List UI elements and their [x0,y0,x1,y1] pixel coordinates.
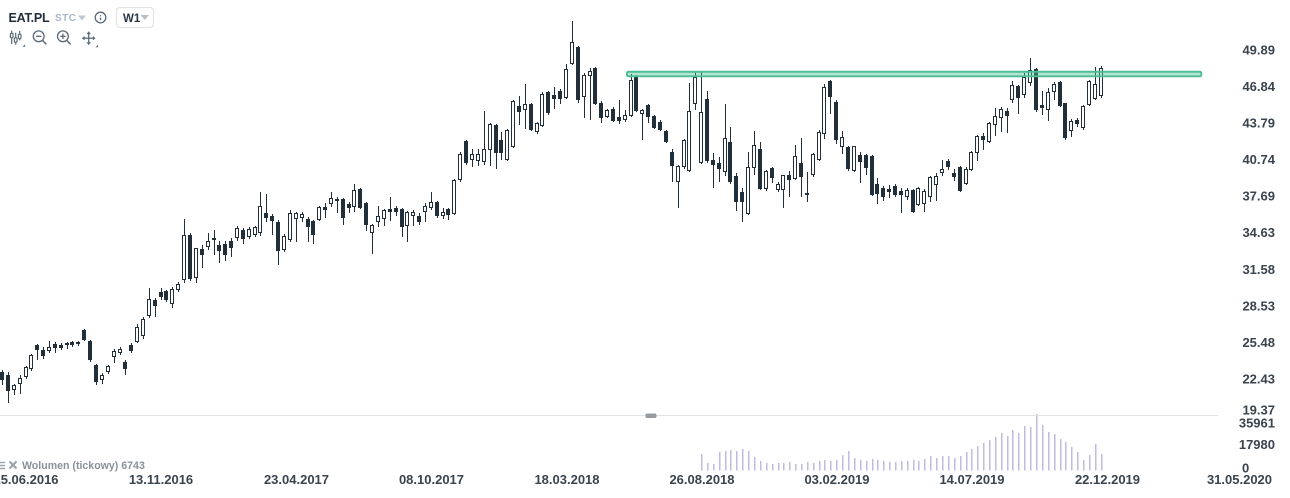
svg-text:18.03.2018: 18.03.2018 [534,472,599,487]
svg-text:17980: 17980 [1239,437,1275,452]
svg-text:15.06.2016: 15.06.2016 [0,472,59,487]
svg-text:14.07.2019: 14.07.2019 [939,472,1004,487]
svg-text:0: 0 [1242,461,1249,476]
svg-text:35961: 35961 [1239,416,1275,431]
svg-text:STC: STC [55,13,77,24]
svg-text:Wolumen (tickowy) 6743: Wolumen (tickowy) 6743 [22,460,145,472]
svg-text:49.89: 49.89 [1242,43,1275,58]
svg-text:28.53: 28.53 [1242,298,1275,313]
svg-text:19.37: 19.37 [1242,403,1275,418]
svg-text:37.69: 37.69 [1242,189,1275,204]
svg-text:34.63: 34.63 [1242,225,1275,240]
svg-text:23.04.2017: 23.04.2017 [264,472,329,487]
svg-text:08.10.2017: 08.10.2017 [399,472,464,487]
svg-text:W1: W1 [123,13,141,25]
svg-text:25.48: 25.48 [1242,335,1275,350]
svg-text:26.08.2018: 26.08.2018 [669,472,734,487]
svg-text:40.74: 40.74 [1242,152,1275,167]
svg-text:46.84: 46.84 [1242,79,1275,94]
svg-text:EAT.PL: EAT.PL [9,11,50,25]
svg-text:22.43: 22.43 [1242,371,1275,386]
svg-text:22.12.2019: 22.12.2019 [1075,472,1140,487]
svg-text:43.79: 43.79 [1242,116,1275,131]
svg-text:13.11.2016: 13.11.2016 [129,472,193,487]
svg-text:03.02.2019: 03.02.2019 [804,472,869,487]
svg-text:31.58: 31.58 [1242,262,1275,277]
svg-text:31.05.2020: 31.05.2020 [1207,472,1272,487]
